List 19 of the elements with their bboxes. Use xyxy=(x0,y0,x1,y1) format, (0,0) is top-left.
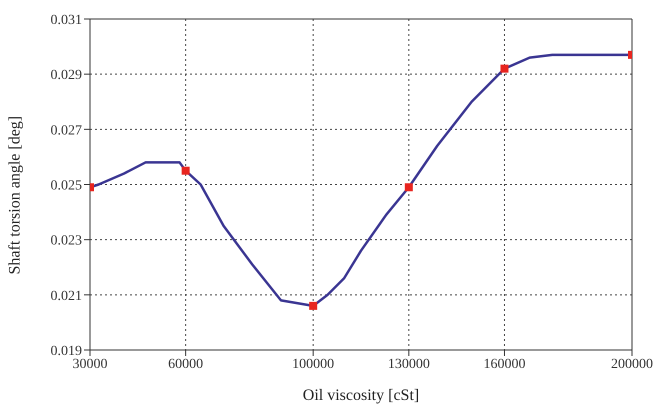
y-tick-label: 0.029 xyxy=(50,68,82,84)
y-tick-label: 0.027 xyxy=(50,123,82,138)
y-tick-label: 0.025 xyxy=(50,178,82,194)
y-tick-label: 0.031 xyxy=(50,12,82,28)
x-axis-title: Oil viscosity [cSt] xyxy=(302,387,420,404)
x-tick-label: 60000 xyxy=(168,356,204,372)
point xyxy=(309,302,318,310)
y-tick-label: 0.021 xyxy=(50,288,82,304)
x-tick-label: 200000 xyxy=(611,356,653,372)
x-tick-label: 30000 xyxy=(72,356,108,372)
point xyxy=(500,64,508,73)
y-tick-label: 0.023 xyxy=(50,234,82,249)
x-tick-label: 130000 xyxy=(388,356,430,372)
x-tick-label: 100000 xyxy=(292,356,334,372)
y-tick-label: 0.019 xyxy=(50,344,82,359)
x-tick-label: 160000 xyxy=(483,356,526,372)
point xyxy=(182,166,190,175)
y-axis-title: Shaft torsion angle [deg] xyxy=(6,116,24,274)
point xyxy=(404,183,413,192)
